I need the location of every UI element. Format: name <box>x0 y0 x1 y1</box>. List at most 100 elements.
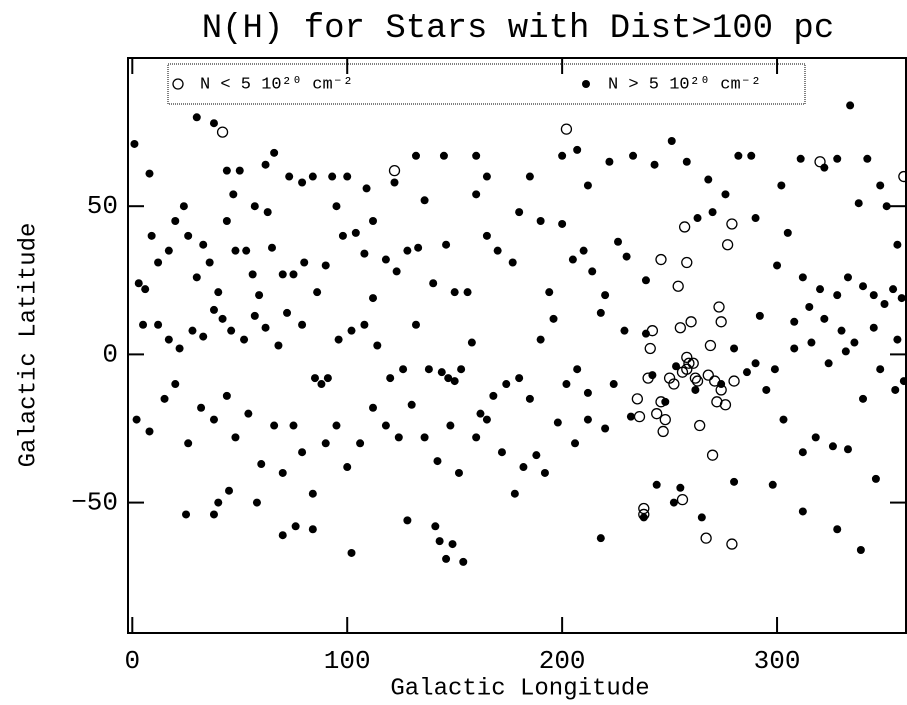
data-point <box>519 463 528 472</box>
data-point <box>672 362 681 371</box>
data-point <box>209 305 218 314</box>
data-point <box>439 151 448 160</box>
data-point <box>414 243 423 252</box>
data-point <box>532 451 541 460</box>
data-point <box>719 399 732 411</box>
data-point <box>420 433 429 442</box>
data-point <box>525 394 534 403</box>
data-point <box>332 421 341 430</box>
data-point <box>717 380 726 389</box>
data-point <box>394 433 403 442</box>
data-point <box>313 288 322 297</box>
data-point <box>291 522 300 531</box>
data-point <box>448 540 457 549</box>
data-point <box>768 480 777 489</box>
data-point <box>164 335 173 344</box>
data-point <box>682 157 691 166</box>
data-point <box>179 202 188 211</box>
data-point <box>360 249 369 258</box>
data-point <box>641 276 650 285</box>
data-point <box>820 163 829 172</box>
data-point <box>493 246 502 255</box>
data-point <box>622 252 631 261</box>
data-point <box>620 326 629 335</box>
data-point <box>889 285 898 294</box>
data-point <box>214 288 223 297</box>
data-point <box>388 164 401 177</box>
data-point <box>403 246 412 255</box>
data-point <box>638 502 650 515</box>
data-point <box>298 178 307 187</box>
data-point <box>747 151 756 160</box>
data-point <box>762 385 771 394</box>
data-point <box>197 403 206 412</box>
data-point <box>175 344 184 353</box>
data-point <box>693 214 702 223</box>
data-point <box>235 166 244 175</box>
data-point <box>837 326 846 335</box>
x-tick-label: 200 <box>539 646 586 676</box>
data-point <box>672 280 684 292</box>
data-point <box>841 347 850 356</box>
data-point <box>657 425 669 438</box>
data-point <box>726 218 738 230</box>
data-point <box>343 172 352 181</box>
data-point <box>145 169 154 178</box>
data-point <box>381 421 390 430</box>
data-point <box>399 365 408 374</box>
data-point <box>568 255 577 264</box>
data-point <box>482 415 491 424</box>
data-point <box>515 208 524 217</box>
data-point <box>790 317 799 326</box>
data-point <box>609 380 618 389</box>
data-point <box>317 380 326 389</box>
data-point <box>285 172 294 181</box>
data-point <box>442 240 451 249</box>
data-point <box>257 460 266 469</box>
data-point <box>833 525 842 534</box>
data-point <box>435 537 444 546</box>
data-point <box>188 326 197 335</box>
data-point <box>433 457 442 466</box>
data-point <box>704 175 713 184</box>
data-point <box>278 270 287 279</box>
data-point <box>626 412 635 421</box>
data-point <box>805 302 814 311</box>
data-point <box>728 375 740 387</box>
data-point <box>351 228 360 237</box>
plot-frame <box>127 57 907 634</box>
data-point <box>231 246 240 255</box>
data-point <box>184 231 193 240</box>
data-point <box>863 154 872 163</box>
data-point <box>814 156 826 168</box>
data-point <box>650 160 659 169</box>
data-point <box>289 270 298 279</box>
data-point <box>308 172 317 181</box>
data-point <box>209 119 218 128</box>
data-point <box>446 421 455 430</box>
data-point <box>596 534 605 543</box>
data-point <box>274 341 283 350</box>
data-point <box>252 498 261 507</box>
data-point <box>730 344 739 353</box>
data-point <box>362 184 371 193</box>
data-point <box>721 190 730 199</box>
data-point <box>321 261 330 270</box>
data-point <box>798 507 807 516</box>
data-point <box>601 424 610 433</box>
data-point <box>869 323 878 332</box>
data-point <box>300 258 309 267</box>
data-point <box>681 351 693 364</box>
data-point <box>482 172 491 181</box>
data-point <box>250 202 259 211</box>
data-point <box>571 439 580 448</box>
data-point <box>562 380 571 389</box>
data-point <box>631 393 644 405</box>
data-point <box>876 181 885 190</box>
data-point <box>659 413 671 426</box>
data-point <box>145 427 154 436</box>
data-point <box>605 157 614 166</box>
data-point <box>655 253 667 266</box>
data-point <box>472 433 481 442</box>
